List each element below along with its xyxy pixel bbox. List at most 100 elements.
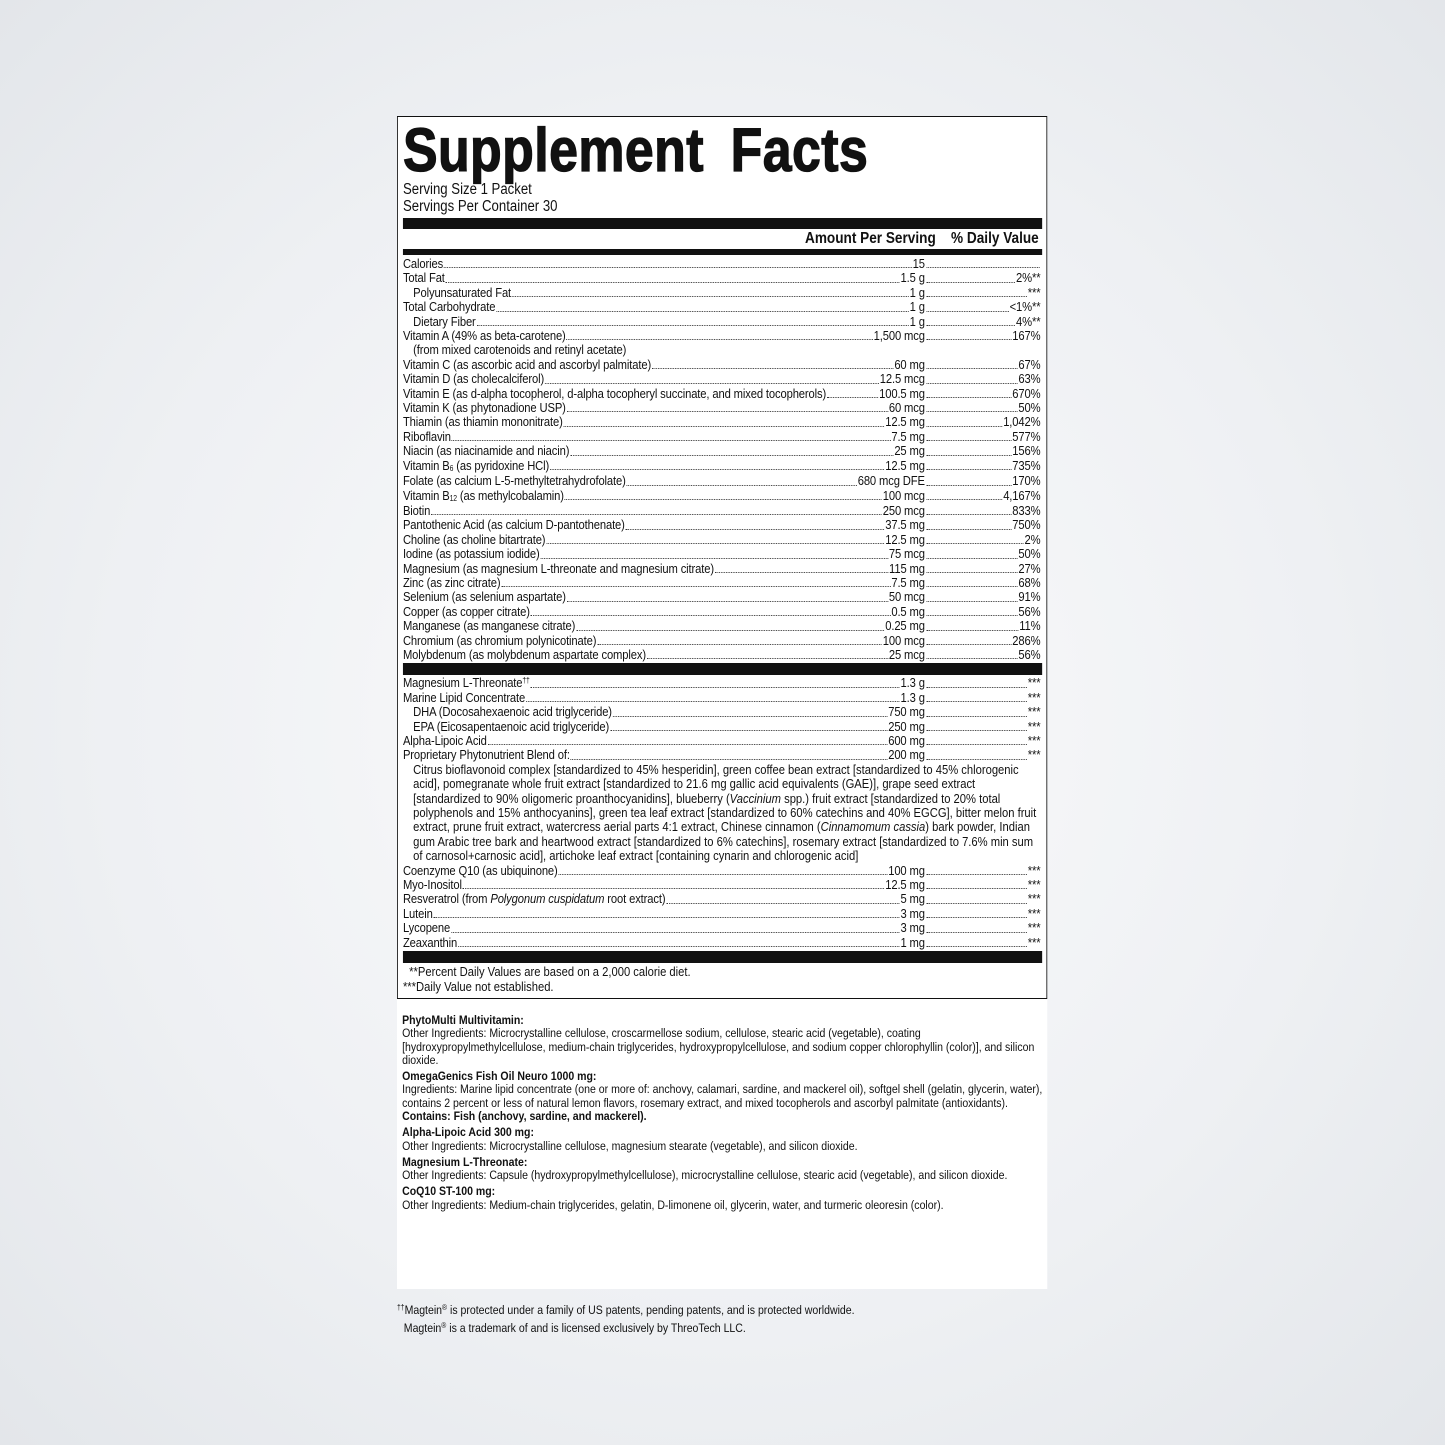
nutrient-amount: 100 mcg: [882, 488, 925, 503]
nutrient-name: Magnesium (as magnesium L-threonate and …: [402, 561, 714, 576]
nutrient-name: Riboflavin: [402, 429, 451, 444]
dot-leader: [566, 600, 888, 602]
nutrient-name: DHA (Docosahexaenoic acid triglyceride): [413, 705, 612, 720]
registered-mark: ®: [442, 1302, 448, 1312]
footnotes-dv: **Percent Daily Values are based on a 2,…: [403, 964, 1042, 994]
dot-leader: [926, 454, 1012, 456]
dot-leader: [926, 643, 1012, 645]
nutrient-name: Dietary Fiber: [413, 314, 476, 329]
dot-leader: [609, 730, 888, 731]
nutrient-amount: 12.5 mcg: [879, 372, 925, 387]
daily-value: ***: [1027, 935, 1041, 950]
ingredient-list-2: Coenzyme Q10 (as ubiquinone) 100 mg *** Myo…: [403, 864, 1042, 950]
nutrient-amount: 12.5 mg: [885, 415, 925, 430]
supplement-facts-panel: Supplement Facts Serving Size 1 Packet S…: [397, 116, 1048, 999]
nutrient-amount: 1.3 g: [900, 690, 925, 705]
nutrient-amount: 0.5 mg: [891, 604, 925, 619]
dot-leader: [926, 382, 1018, 384]
dot-leader: [626, 484, 857, 486]
dot-leader: [549, 469, 885, 471]
nutrient-name: Zeaxanthin: [402, 935, 458, 950]
dv-cell: 27%: [925, 562, 1042, 576]
nutrient-amount: 680 mcg DFE: [857, 474, 925, 489]
nutrient-name: Vitamin B6 (as pyridoxine HCl): [402, 458, 550, 473]
dv-cell: <1%**: [925, 300, 1042, 314]
nutrient-name: Vitamin B12 (as methylcobalamin): [402, 488, 564, 503]
ingredient-list: Magnesium L-Threonate†† 1.3 g *** Marine Li…: [403, 676, 1042, 762]
nutrient-row: Selenium (as selenium aspartate) 50 mcg 91…: [403, 590, 1042, 604]
nutrient-name: Vitamin K (as phytonadione USP): [402, 401, 566, 416]
dv-cell: 67%: [925, 358, 1042, 372]
nutrient-amount: 100 mcg: [882, 633, 925, 648]
dot-leader: [666, 902, 900, 904]
dot-leader: [926, 615, 1018, 617]
nutrient-name: Chromium (as chromium polynicotinate): [402, 633, 597, 648]
dot-leader: [926, 267, 1040, 269]
nutrient-amount: 0.25 mg: [885, 619, 925, 634]
label-wrapper: Supplement Facts Serving Size 1 Packet S…: [397, 116, 1048, 1337]
dot-leader: [525, 701, 900, 703]
nutrient-amount: 5 mg: [900, 892, 925, 907]
nutrient-name: Iodine (as potassium iodide): [402, 547, 540, 562]
superscript: ††: [522, 676, 530, 686]
daily-value: ***: [1027, 748, 1041, 763]
nutrient-amount: 1 g: [909, 314, 925, 329]
dv-cell: 735%: [925, 459, 1042, 473]
dv-cell: 2%**: [925, 271, 1042, 285]
daily-value: ***: [1027, 690, 1041, 705]
amount-header: Amount Per Serving: [805, 230, 936, 247]
dv-cell: ***: [925, 691, 1042, 705]
dot-leader: [926, 902, 1027, 904]
dv-cell: 1,042%: [925, 415, 1042, 429]
nutrient-name: Zinc (as zinc citrate): [402, 575, 501, 590]
dv-cell: 4,167%: [925, 489, 1042, 503]
nutrient-row: Total Carbohydrate 1 g <1%**: [403, 300, 1042, 314]
nutrient-name: Vitamin D (as cholecalciferol): [402, 372, 545, 387]
dot-leader: [926, 281, 1016, 283]
nutrient-row: Iodine (as potassium iodide) 75 mcg 50%: [403, 547, 1042, 561]
dot-leader: [570, 454, 894, 456]
nutrient-row: Magnesium L-Threonate†† 1.3 g ***: [403, 676, 1042, 690]
dot-leader: [926, 514, 1012, 516]
product-heading: Alpha-Lipoic Acid 300 mg:: [402, 1125, 534, 1140]
product-ingredients: Other Ingredients: Capsule (hydroxypropy…: [402, 1168, 1008, 1183]
daily-value: 2%**: [1016, 271, 1041, 286]
trademark-note: ††Magtein® is protected under a family o…: [397, 1301, 1047, 1319]
nutrient-name: Calories: [402, 257, 444, 271]
dv-cell: ***: [925, 864, 1042, 878]
dot-leader: [443, 267, 912, 269]
dot-leader: [926, 686, 1027, 688]
dot-leader: [926, 484, 1012, 486]
daily-value: ***: [1027, 705, 1041, 720]
dv-cell: 56%: [925, 605, 1042, 619]
trademark-note: Magtein® is a trademark of and is licens…: [397, 1319, 1047, 1337]
daily-value: ***: [1027, 921, 1041, 936]
nutrient-name: Proprietary Phytonutrient Blend of:: [402, 748, 570, 763]
nutrient-row: Folate (as calcium L-5-methyltetrahydrof…: [403, 474, 1042, 488]
blend-text: ) bark powder, Indian gum Arabic tree ba…: [413, 819, 1034, 864]
nutrient-row: Vitamin C (as ascorbic acid and ascorbyl…: [403, 358, 1042, 372]
nutrient-name: Resveratrol (from Polygonum cuspidatum r…: [402, 892, 666, 907]
dot-leader: [546, 543, 885, 545]
dv-cell: 68%: [925, 576, 1042, 590]
nutrient-row: Vitamin B12 (as methylcobalamin) 100 mcg 4…: [403, 489, 1042, 504]
dot-leader: [926, 730, 1027, 731]
daily-value: 156%: [1012, 444, 1041, 459]
nutrient-row: Molybdenum (as molybdenum aspartate comp…: [403, 648, 1042, 662]
nutrient-amount: 250 mcg: [882, 503, 925, 518]
nutrient-name: Lycopene: [402, 921, 451, 936]
daily-value: 56%: [1018, 647, 1041, 662]
dv-cell: ***: [925, 720, 1042, 734]
nutrient-amount: 1 g: [909, 285, 925, 300]
dv-cell: ***: [925, 748, 1042, 762]
dot-leader: [926, 888, 1027, 890]
divider-thick: [402, 663, 1043, 676]
italic-species: Cinnamomum cassia: [820, 819, 926, 835]
nutrient-row: Coenzyme Q10 (as ubiquinone) 100 mg ***: [403, 864, 1042, 878]
nutrient-amount: 1,500 mcg: [873, 329, 925, 344]
daily-value: 50%: [1018, 401, 1041, 416]
nutrient-name: Selenium (as selenium aspartate): [402, 590, 566, 605]
product-heading: Magnesium L-Threonate:: [402, 1154, 528, 1169]
dot-leader: [457, 946, 900, 948]
nutrient-row: Zeaxanthin 1 mg ***: [403, 936, 1042, 950]
